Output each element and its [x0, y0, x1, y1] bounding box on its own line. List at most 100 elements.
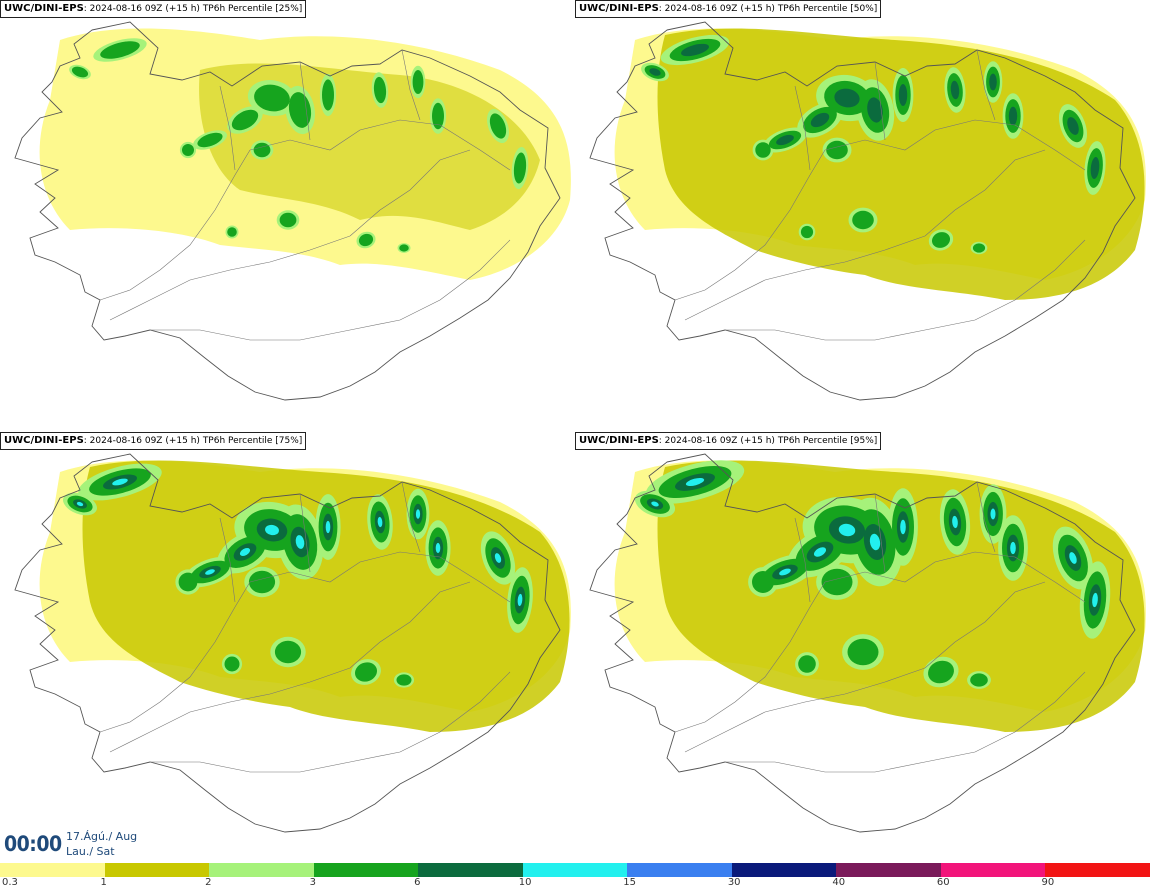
precip-cell	[279, 212, 297, 228]
precip-cell	[834, 88, 860, 108]
map-panel-p25: UWC/DINI-EPS: 2024-08-16 09Z (+15 h) TP6…	[0, 0, 575, 432]
colorbar-tick-label: 0.3	[2, 877, 18, 888]
precip-cell	[681, 43, 709, 57]
colorbar-segment	[731, 863, 837, 877]
run-time: 2024-08-16 09Z	[664, 436, 738, 446]
precip-cell	[1067, 117, 1079, 135]
precip-cell	[752, 571, 774, 593]
precip-cell	[898, 84, 908, 106]
road-line	[401, 49, 421, 121]
precip-cell	[800, 225, 814, 239]
road-line	[99, 581, 251, 733]
precip-cell	[755, 142, 771, 158]
precip-cell	[231, 109, 259, 131]
model-name: UWC/DINI-EPS	[579, 3, 659, 14]
field-name: TP6h Percentile [25%]	[202, 4, 303, 14]
precip-cell	[248, 570, 276, 594]
lead-time: (+15 h)	[740, 4, 775, 14]
panel-title: UWC/DINI-EPS: 2024-08-16 09Z (+15 h) TP6…	[575, 0, 882, 18]
lead-time: (+15 h)	[740, 436, 775, 446]
precip-cell	[224, 656, 240, 672]
precip-cell	[821, 568, 853, 596]
precip-cell	[415, 509, 421, 519]
model-name: UWC/DINI-EPS	[579, 435, 659, 446]
precip-cell	[354, 662, 378, 682]
colorbar-tick-label: 90	[1041, 877, 1055, 888]
precip-cell	[779, 568, 791, 576]
colorbar-segment	[313, 863, 419, 877]
precip-cell	[71, 66, 89, 78]
colorbar-tick-label: 40	[832, 877, 846, 888]
precip-cell	[989, 73, 997, 91]
precip-cell	[826, 140, 848, 160]
model-name: UWC/DINI-EPS	[4, 3, 84, 14]
colorbar-tick-label: 1	[100, 877, 107, 888]
colorbar-tick-label: 6	[414, 877, 421, 888]
precip-cell	[952, 515, 958, 529]
colorbar-segment	[627, 863, 732, 877]
road-line	[109, 667, 351, 753]
road-line	[349, 581, 471, 669]
precip-cell	[813, 547, 827, 557]
precip-cell	[239, 547, 251, 557]
road-line	[299, 61, 311, 141]
precip-cell	[325, 520, 331, 534]
precip-cell	[649, 68, 661, 76]
precip-cell	[1090, 157, 1100, 179]
valid-date: 17.Ágú./ Aug	[66, 830, 138, 843]
road-line	[219, 517, 236, 603]
colorbar-segment	[836, 863, 941, 877]
precip-cell	[377, 516, 383, 528]
lead-time: (+15 h)	[165, 436, 200, 446]
precip-cell	[412, 70, 424, 94]
precip-cell	[322, 79, 334, 111]
precip-layer	[614, 460, 1146, 732]
road-line	[824, 119, 1086, 171]
colorbar-tick-label: 2	[205, 877, 212, 888]
precip-cell	[253, 142, 271, 158]
precip-cell	[867, 97, 883, 123]
precip-cell	[1008, 106, 1018, 126]
colorbar-labels: 0.3 1 2 3 6 10 15 30 40 60 90	[0, 877, 1150, 891]
road-line	[219, 85, 236, 171]
field-name: TP6h Percentile [75%]	[202, 436, 303, 446]
precip-cell	[651, 501, 659, 507]
precip-cell	[288, 92, 312, 128]
precip-cell	[852, 210, 874, 230]
precip-cell	[396, 674, 412, 686]
coastline	[589, 21, 1136, 401]
map-panel-p75: UWC/DINI-EPS: 2024-08-16 09Z (+15 h) TP6…	[0, 432, 575, 864]
road-line	[684, 235, 926, 321]
precip-cell	[399, 244, 409, 252]
road-line	[299, 493, 311, 573]
road-line	[249, 119, 511, 171]
precip-cell	[798, 655, 816, 673]
precip-cell	[76, 501, 84, 507]
road-line	[824, 551, 1086, 603]
run-time: 2024-08-16 09Z	[664, 4, 738, 14]
road-line	[401, 481, 421, 553]
colorbar-segment	[522, 863, 628, 877]
precip-map	[589, 453, 1146, 833]
road-line	[874, 493, 886, 573]
coastline	[589, 453, 1136, 833]
precip-cell	[205, 569, 215, 575]
precip-cell	[869, 533, 881, 551]
road-line	[109, 235, 351, 321]
road-line	[874, 61, 886, 141]
precip-cell	[435, 542, 441, 554]
road-line	[684, 667, 926, 753]
precip-cell	[810, 112, 830, 128]
precip-cell	[1010, 541, 1016, 555]
coastline	[14, 453, 561, 833]
colorbar-tick-label: 3	[309, 877, 316, 888]
road-line	[794, 517, 811, 603]
road-line	[924, 581, 1046, 669]
precip-cell	[494, 553, 502, 563]
precip-cell	[265, 524, 279, 536]
road-line	[976, 481, 996, 553]
valid-time: 00:00	[4, 832, 62, 856]
precip-cell	[900, 519, 906, 535]
precip-cell	[1069, 552, 1077, 564]
colorbar-segment	[0, 863, 105, 877]
